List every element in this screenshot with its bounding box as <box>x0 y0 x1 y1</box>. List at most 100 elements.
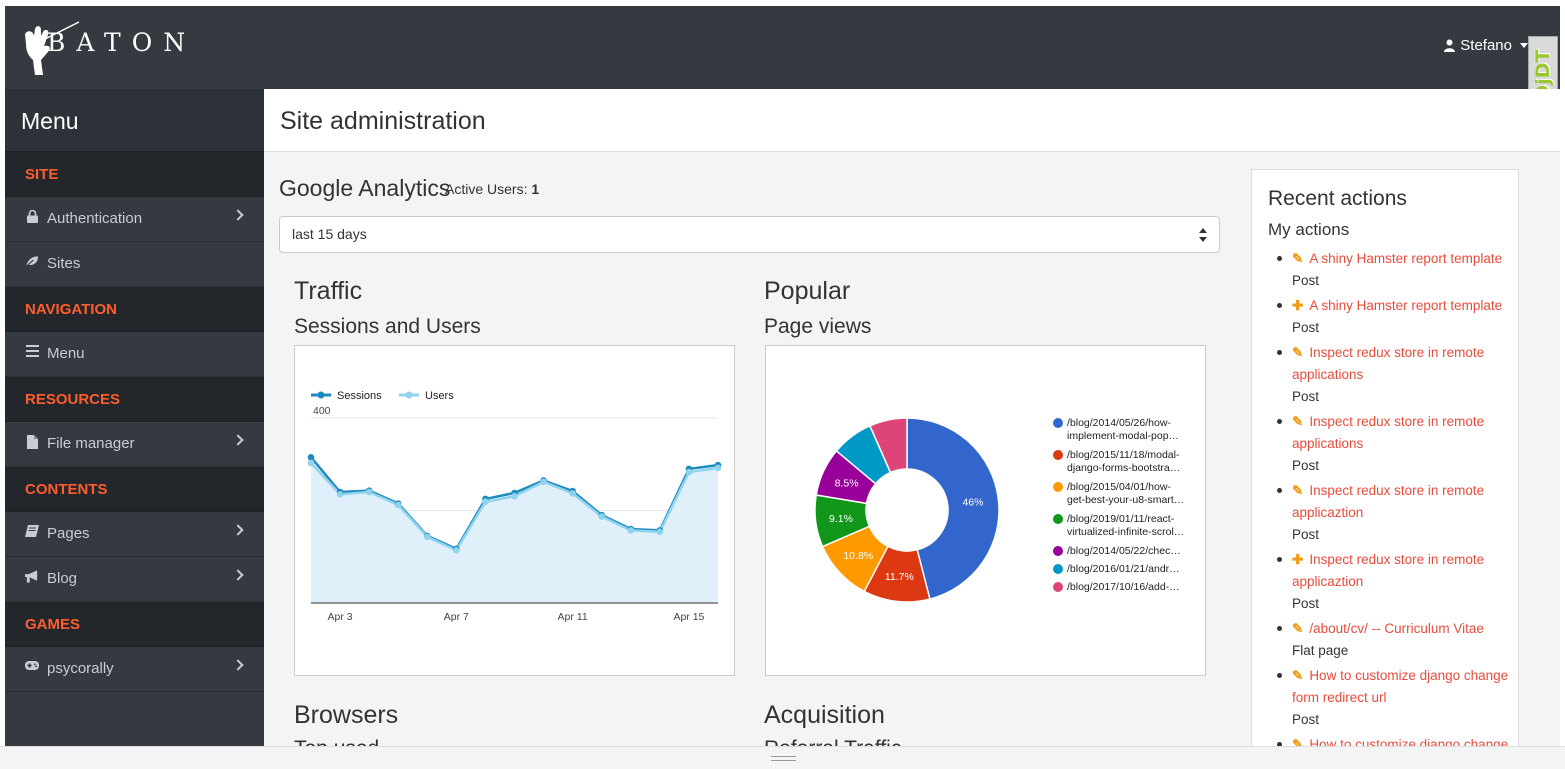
user-name: Stefano <box>1460 37 1512 54</box>
pencil-icon: ✎ <box>1292 483 1304 498</box>
legend-label-line: implement-modal-pop… <box>1067 430 1179 442</box>
acquisition-subtitle: Referral Traffic <box>764 737 901 746</box>
recent-action-link[interactable]: ✎ /about/cv/ -- Curriculum Vitae <box>1292 618 1518 640</box>
x-tick-label: Apr 7 <box>444 611 469 623</box>
legend-label: /blog/2019/01/11/react-virtualized-infin… <box>1067 513 1184 538</box>
recent-action-link[interactable]: ✎How to customize django change form red… <box>1292 734 1518 746</box>
users-point <box>685 468 693 476</box>
sessions-point <box>307 454 315 461</box>
active-users-label: Active Users: <box>445 181 528 197</box>
legend-dot <box>1053 514 1063 524</box>
recent-action-text: A shiny Hamster report template <box>1309 298 1503 313</box>
sidebar-section-contents: CONTENTS <box>5 467 264 512</box>
legend-label: /blog/2014/05/22/chec… <box>1067 545 1181 557</box>
legend-dot <box>1053 564 1063 574</box>
recent-action-type: Post <box>1292 320 1320 335</box>
sidebar-section-games: GAMES <box>5 602 264 647</box>
sidebar-item-blog[interactable]: Blog <box>5 557 264 602</box>
legend-label: /blog/2015/11/18/modal-django-forms-boot… <box>1067 449 1180 474</box>
recent-action-type: Post <box>1292 273 1320 288</box>
user-icon <box>1444 39 1456 52</box>
sidebar-item-menu[interactable]: Menu <box>5 332 264 377</box>
legend-label-line: /blog/2015/04/01/how- <box>1067 481 1171 493</box>
recent-action-item: ✎ Inspect redux store in remote applicazt… <box>1277 480 1518 545</box>
sidebar-item-psycorally[interactable]: psycorally <box>5 647 264 692</box>
sidebar-item-label: Authentication <box>47 210 143 227</box>
recent-action-item: ✎ Inspect redux store in remote applicati… <box>1277 411 1518 476</box>
legend-item: /blog/2014/05/26/how-implement-modal-pop… <box>1053 417 1179 442</box>
chevron-right-icon <box>232 434 244 446</box>
legend-label-line: django-forms-bootstra… <box>1067 462 1180 474</box>
user-menu[interactable]: Stefano <box>1444 37 1528 54</box>
recent-actions-panel: Recent actions My actions ✎ A shiny Hamst… <box>1251 169 1519 746</box>
recent-action-link[interactable]: ✎ Inspect redux store in remote applicati… <box>1292 411 1518 455</box>
recent-action-type: Post <box>1292 712 1320 727</box>
grip-icon <box>771 756 796 761</box>
recent-action-link[interactable]: ✚ Inspect redux store in remote applicazt… <box>1292 549 1518 593</box>
recent-action-link[interactable]: ✎ Inspect redux store in remote applicazt… <box>1292 480 1518 524</box>
sidebar-item-sites[interactable]: Sites <box>5 242 264 287</box>
sidebar-item-file-manager[interactable]: File manager <box>5 422 264 467</box>
recent-actions-title: Recent actions <box>1268 187 1407 210</box>
legend-label-line: /blog/2014/05/22/chec… <box>1067 545 1181 557</box>
period-select[interactable]: last 15 days <box>279 216 1220 253</box>
legend-dot <box>1053 582 1063 592</box>
recent-action-text: Inspect redux store in remote applicazti… <box>1292 483 1485 520</box>
legend-item: /blog/2019/01/11/react-virtualized-infin… <box>1053 513 1184 538</box>
legend-item: /blog/2017/10/16/add-… <box>1053 581 1180 593</box>
recent-action-item: ✎ A shiny Hamster report template Post <box>1277 248 1518 291</box>
pencil-icon: ✎ <box>1292 621 1304 636</box>
legend-label: /blog/2014/05/26/how-implement-modal-pop… <box>1067 417 1179 442</box>
recent-action-link[interactable]: ✎ Inspect redux store in remote applicati… <box>1292 342 1518 386</box>
pencil-icon: ✎ <box>1292 414 1304 429</box>
sidebar-item-authentication[interactable]: Authentication <box>5 197 264 242</box>
chevron-right-icon <box>232 659 244 671</box>
logo-text: BATON <box>47 28 197 57</box>
bullhorn-icon <box>25 570 39 583</box>
x-tick-label: Apr 15 <box>673 611 704 623</box>
pencil-icon: ✎ <box>1292 668 1304 683</box>
plus-icon: ✚ <box>1292 552 1304 567</box>
chevron-right-icon <box>232 524 244 536</box>
select-arrows-icon <box>1199 228 1207 242</box>
browser-viewport: BATON Stefano DjDT Menu SITE Authenticat… <box>5 6 1560 746</box>
sidebar-item-label: Pages <box>47 525 90 542</box>
legend-label: Sessions <box>337 390 382 402</box>
file-icon <box>25 435 39 449</box>
recent-action-link[interactable]: ✎How to customize django change form red… <box>1292 665 1518 709</box>
recent-action-type: Post <box>1292 596 1320 611</box>
browsers-title: Browsers <box>294 701 399 729</box>
legend-item: /blog/2016/01/21/andr… <box>1053 563 1180 575</box>
users-point <box>423 533 431 541</box>
legend-label-line: get-best-your-u8-smart… <box>1067 494 1184 506</box>
slice-data-label: 9.1% <box>829 513 853 525</box>
sidebar-section-resources: RESOURCES <box>5 377 264 422</box>
legend-swatch-point <box>405 391 413 399</box>
recent-actions-list: ✎ A shiny Hamster report template Post ✚ A s… <box>1268 248 1518 746</box>
recent-action-type: Post <box>1292 527 1320 542</box>
legend-label: /blog/2016/01/21/andr… <box>1067 563 1180 575</box>
gamepad-icon <box>25 660 39 671</box>
traffic-title: Traffic <box>294 277 363 305</box>
my-actions-title: My actions <box>1268 220 1350 239</box>
legend-label: /blog/2015/04/01/how-get-best-your-u8-sm… <box>1067 481 1184 506</box>
recent-action-item: ✎ Inspect redux store in remote applicati… <box>1277 342 1518 407</box>
sidebar-item-pages[interactable]: Pages <box>5 512 264 557</box>
recent-action-type: Post <box>1292 458 1320 473</box>
baton-logo[interactable] <box>21 20 156 76</box>
active-users-value: 1 <box>531 181 540 197</box>
users-point <box>627 527 635 534</box>
lock-icon <box>25 210 39 223</box>
recent-action-link[interactable]: ✚ A shiny Hamster report template <box>1292 295 1518 317</box>
recent-action-link[interactable]: ✎ A shiny Hamster report template <box>1292 248 1518 270</box>
slice-data-label: 10.8% <box>843 550 873 562</box>
donut-slice <box>868 417 908 474</box>
resize-handle[interactable] <box>0 746 1565 769</box>
users-point <box>482 498 489 506</box>
recent-action-text: Inspect redux store in remote applicazti… <box>1292 552 1485 589</box>
legend-label-line: /blog/2017/10/16/add-… <box>1067 581 1180 593</box>
legend-label-line: virtualized-infinite-scrol… <box>1067 526 1184 538</box>
users-point <box>365 488 373 496</box>
users-point <box>394 501 402 509</box>
